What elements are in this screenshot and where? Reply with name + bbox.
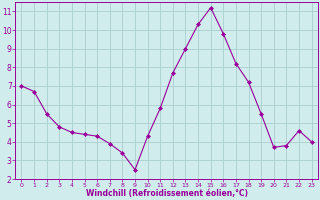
X-axis label: Windchill (Refroidissement éolien,°C): Windchill (Refroidissement éolien,°C) <box>85 189 248 198</box>
